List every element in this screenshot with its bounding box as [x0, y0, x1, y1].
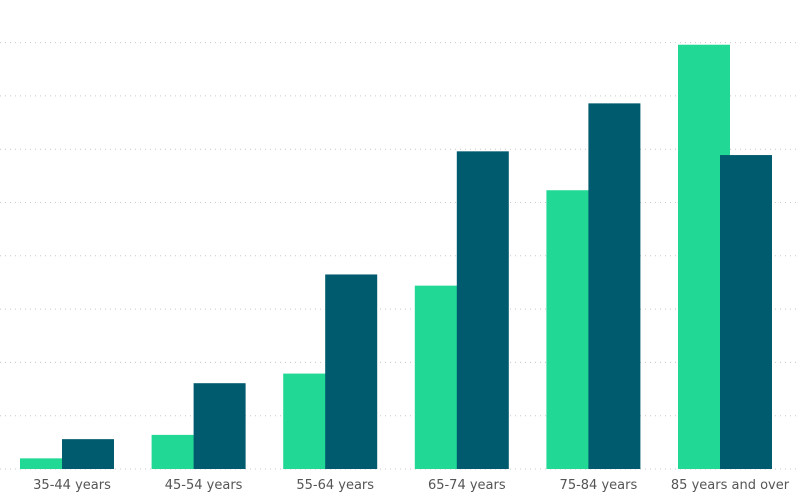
- bar-series-2-85-years-and-over: [720, 155, 772, 470]
- x-tick-label: 85 years and over: [671, 478, 790, 493]
- bar-series-2-55-64-years: [325, 274, 378, 469]
- bar-series-2-75-84-years: [588, 103, 641, 469]
- bar-series-2-45-54-years: [193, 383, 246, 469]
- bar-series-2-65-74-years: [456, 151, 509, 469]
- bars: [20, 44, 772, 470]
- bar-series-1-35-44-years: [20, 458, 72, 469]
- x-tick-label: 65-74 years: [428, 478, 506, 493]
- bar-series-2-35-44-years: [62, 439, 114, 469]
- x-tick-label: 75-84 years: [560, 478, 638, 493]
- gridlines: [0, 42, 800, 470]
- x-tick-label: 45-54 years: [165, 478, 243, 493]
- x-tick-label: 55-64 years: [296, 478, 374, 493]
- x-axis-labels: 35-44 years 45-54 years 55-64 years 65-74 y…: [33, 478, 790, 493]
- x-tick-label: 35-44 years: [33, 478, 111, 493]
